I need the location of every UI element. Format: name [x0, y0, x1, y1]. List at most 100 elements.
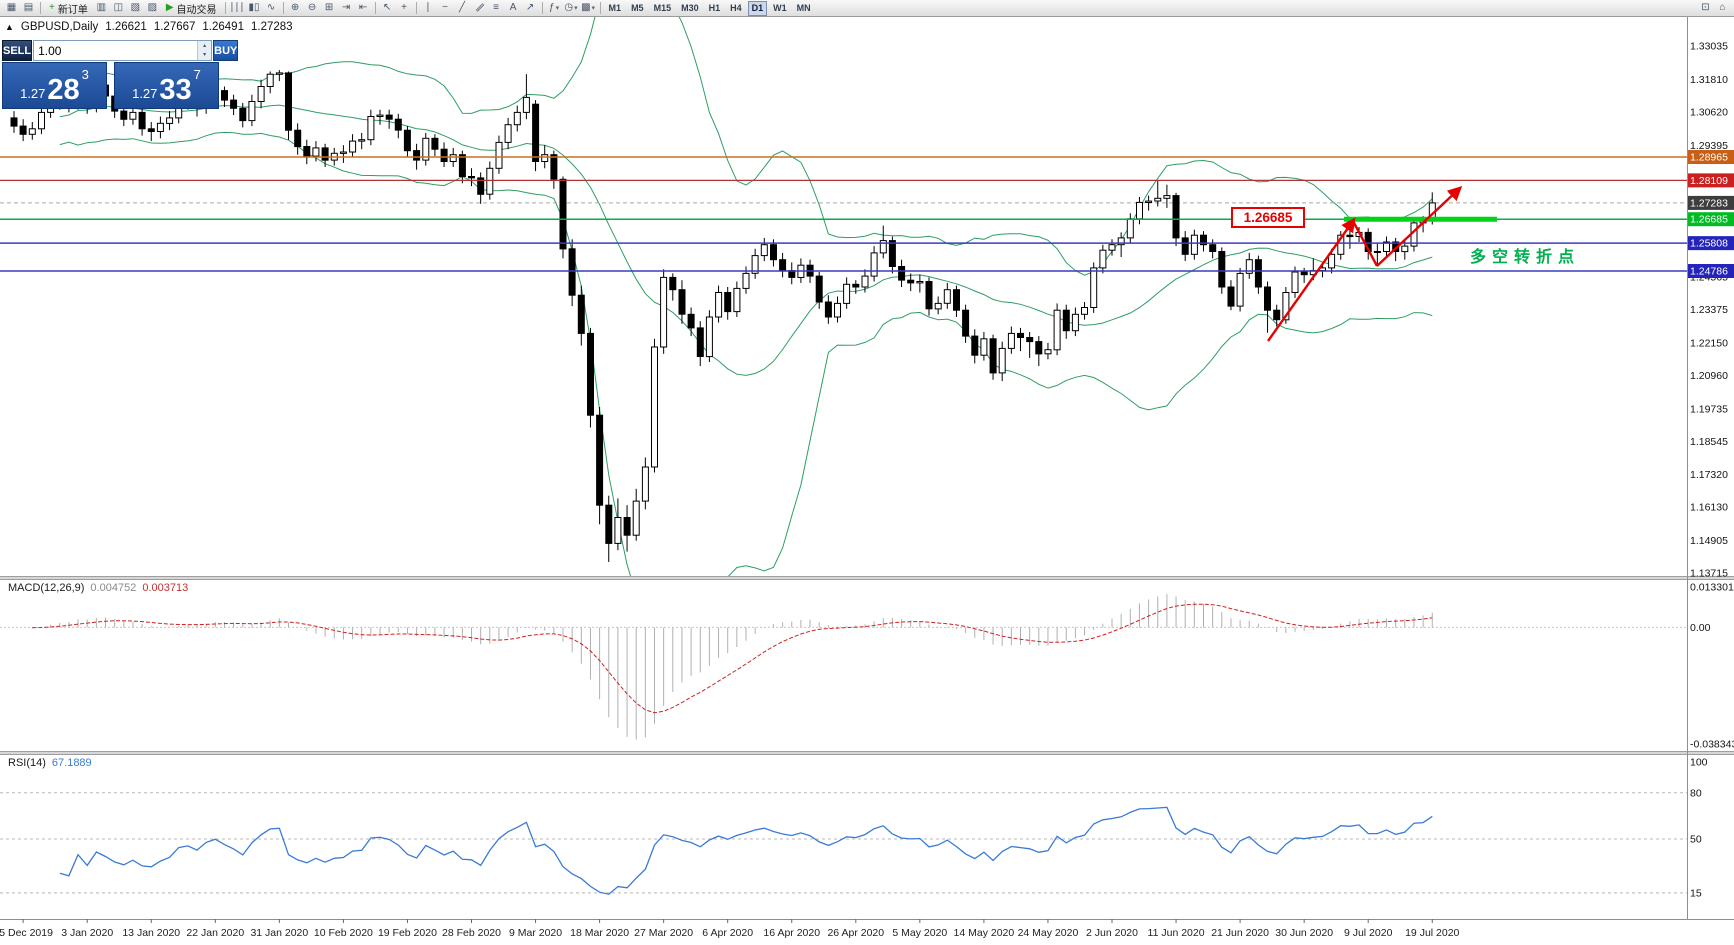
docking-icon[interactable]: ⊡ — [1697, 1, 1714, 15]
zoom-out-icon[interactable]: ⊖ — [304, 1, 321, 15]
navigator-icon-glyph: ▧ — [130, 2, 141, 13]
price-axis-label: 1.33035 — [1690, 41, 1728, 53]
timeframe-h1[interactable]: H1 — [708, 3, 721, 13]
timeframe-m5[interactable]: M5 — [631, 3, 644, 13]
buy-price-main: 1.27 — [132, 86, 158, 101]
rsi-axis-label: 50 — [1690, 834, 1702, 846]
support-price-label[interactable]: 1.26685 — [1231, 207, 1305, 228]
date-label: 2 Jun 2020 — [1086, 927, 1138, 939]
data-window-icon[interactable]: ◫ — [110, 1, 127, 15]
volume-input[interactable] — [34, 41, 198, 60]
timeframe-w1[interactable]: W1 — [773, 3, 787, 13]
turning-point-note[interactable]: 多空转折点 — [1470, 249, 1581, 266]
docking-icon-glyph: ⊡ — [1701, 2, 1710, 13]
chart-profiles-icon[interactable]: ▤ — [20, 1, 37, 15]
zoom-out-icon-glyph: ⊖ — [307, 2, 317, 13]
bar-chart-icon[interactable]: ∣∣∣ — [229, 1, 246, 15]
indicators-icon[interactable]: ƒ ▾ — [546, 1, 563, 15]
price-axis-label: 1.23375 — [1690, 304, 1728, 316]
cursor-icon[interactable]: ↖ — [379, 1, 396, 15]
horizontal-line-icon[interactable]: − — [437, 1, 454, 15]
navigator-icon[interactable]: ▧ — [127, 1, 144, 15]
price-badge-label: 1.24786 — [1690, 266, 1728, 278]
macd-title-text: MACD(12,26,9) — [8, 582, 85, 594]
channel-icon[interactable]: ∥ — [471, 1, 488, 15]
date-label: 13 Jan 2020 — [122, 927, 180, 939]
date-label: 10 Feb 2020 — [314, 927, 373, 939]
sell-price-display[interactable]: 1.27 28 3 — [2, 62, 107, 109]
candlestick-chart-icon[interactable]: ▮▯ — [246, 1, 263, 15]
templates-icon[interactable]: ▩ ▾ — [580, 1, 597, 15]
stepper-down-icon[interactable]: ▾ — [198, 50, 212, 60]
symbol-period-label: GBPUSD,Daily — [20, 21, 99, 33]
price-badge — [1688, 150, 1734, 165]
chart-shift-icon[interactable]: ⇤ — [355, 1, 372, 15]
timeframe-mn[interactable]: MN — [796, 3, 811, 13]
buy-button[interactable]: BUY — [213, 40, 239, 61]
buy-price-display[interactable]: 1.27 33 7 — [114, 62, 219, 109]
sell-button[interactable]: SELL — [2, 40, 33, 61]
ohlc-low: 1.26491 — [202, 21, 244, 33]
market-watch-icon-glyph: ▥ — [96, 2, 107, 13]
tile-windows-icon[interactable]: ⊞ — [321, 1, 338, 15]
terminal-icon[interactable]: ▨ — [144, 1, 161, 15]
panel-separator[interactable] — [0, 751, 1734, 755]
trendline-icon[interactable]: ╱ — [454, 1, 471, 15]
vertical-line-icon[interactable]: ∣ — [420, 1, 437, 15]
crosshair-icon[interactable]: + — [396, 1, 413, 15]
toolbar-separator — [374, 2, 376, 14]
rsi-axis-label: 15 — [1690, 887, 1702, 899]
date-label: 21 Jun 2020 — [1211, 927, 1269, 939]
timeframe-m30[interactable]: M30 — [681, 3, 699, 13]
date-label: 22 Jan 2020 — [186, 927, 244, 939]
trend-arrows[interactable] — [1267, 186, 1463, 342]
arrow-objects-icon[interactable]: ↗ — [522, 1, 539, 15]
stepper-up-icon[interactable]: ▴ — [198, 41, 212, 51]
dropdown-caret-icon[interactable]: ▾ — [591, 4, 596, 12]
candlestick-series — [10, 70, 1436, 562]
new-chart-icon[interactable]: ▦ — [3, 1, 20, 15]
dropdown-caret-icon[interactable]: ▾ — [555, 4, 560, 12]
price-axis-label: 1.31810 — [1690, 74, 1728, 86]
new-order-button-label: 新订单 — [57, 4, 88, 16]
timeframe-h4[interactable]: H4 — [730, 3, 742, 13]
market-watch-icon[interactable]: ▥ — [93, 1, 110, 15]
auto-scroll-icon[interactable]: ⇥ — [338, 1, 355, 15]
zoom-in-icon[interactable]: ⊕ — [287, 1, 304, 15]
date-label: 24 May 2020 — [1018, 927, 1079, 939]
date-label: 30 Jun 2020 — [1275, 927, 1333, 939]
macd-value-main: 0.004752 — [90, 582, 137, 594]
timeframe-m1[interactable]: M1 — [608, 3, 622, 13]
volume-box: ▴ ▾ — [33, 40, 213, 61]
dropdown-caret-icon[interactable]: ▾ — [574, 4, 578, 12]
line-chart-icon-glyph: ∿ — [266, 2, 276, 13]
periods-icon[interactable]: ◷ ▾ — [563, 1, 580, 15]
text-label-icon[interactable]: A — [505, 1, 522, 15]
line-chart-icon[interactable]: ∿ — [263, 1, 280, 15]
price-badge — [1688, 264, 1734, 279]
rsi-title-text: RSI(14) — [8, 757, 46, 769]
timeframe-m15[interactable]: M15 — [653, 3, 672, 13]
fibonacci-icon[interactable]: ≡ — [488, 1, 505, 15]
macd-axis-label: 0.00 — [1690, 622, 1711, 634]
symbol-info: ▲ GBPUSD,Daily 1.26621 1.27667 1.26491 1… — [5, 21, 293, 33]
date-label: 16 Apr 2020 — [763, 927, 820, 939]
collapse-panel-icon[interactable]: ▲ — [5, 22, 14, 32]
panel-separator[interactable] — [0, 576, 1734, 580]
price-badge — [1688, 195, 1734, 210]
macd-axis-label: -0.038343 — [1690, 739, 1734, 751]
price-axis-label: 1.16130 — [1690, 502, 1728, 514]
auto-trading-button[interactable]: ▶ 自动交易 — [161, 1, 222, 16]
date-label: 14 May 2020 — [954, 927, 1015, 939]
price-badge-label: 1.25808 — [1690, 238, 1728, 250]
date-label: 18 Mar 2020 — [570, 927, 629, 939]
home-icon[interactable]: ⌂ — [1714, 1, 1731, 15]
price-badge-label: 1.28965 — [1690, 152, 1728, 164]
zoom-in-icon-glyph: ⊕ — [290, 2, 300, 13]
volume-stepper: ▴ ▾ — [197, 41, 212, 60]
timeframe-d1[interactable]: D1 — [747, 0, 768, 16]
ohlc-close: 1.27283 — [250, 21, 293, 33]
new-order-button[interactable]: + 新订单 — [44, 1, 93, 16]
